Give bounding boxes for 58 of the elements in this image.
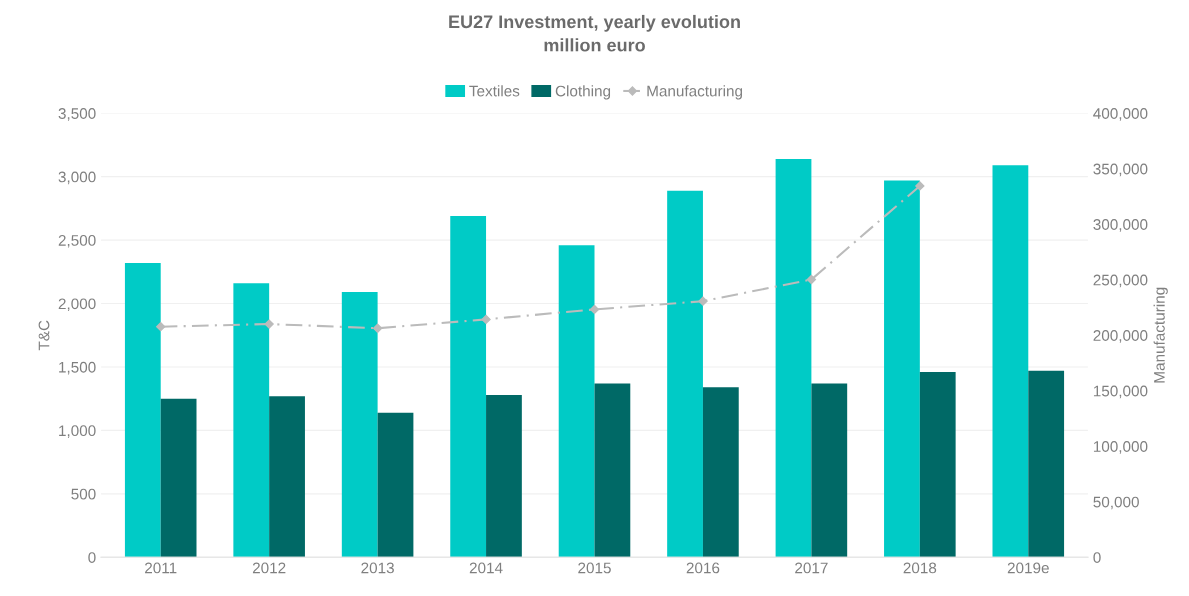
y-tick-label: 0: [88, 552, 96, 563]
bar: [667, 190, 703, 558]
x-tick-label: 2019e: [1007, 562, 1049, 574]
bar: [486, 394, 522, 558]
y-axis-title: T&C: [38, 320, 50, 351]
point: [915, 181, 925, 191]
y-tick-label: 2,000: [58, 298, 96, 312]
y2-tick-label: 300,000: [1093, 219, 1148, 232]
y2-tick-label: 250,000: [1093, 274, 1148, 288]
point: [698, 296, 708, 306]
x-tick-label: 2016: [686, 562, 720, 574]
bar: [775, 158, 812, 558]
y2-tick-label: 50,000: [1093, 496, 1139, 510]
bar: [884, 180, 920, 558]
point: [806, 274, 817, 285]
y2-tick-label: 200,000: [1093, 330, 1148, 343]
x-tick-label: 2017: [795, 562, 828, 574]
bar: [1028, 370, 1065, 558]
bar: [377, 412, 414, 558]
x-tick-label: 2018: [903, 562, 937, 574]
point: [264, 319, 274, 329]
point: [481, 314, 491, 324]
y-tick-label: 3,000: [58, 171, 96, 185]
x-tick-label: 2014: [469, 562, 503, 574]
y2-tick-label: 400,000: [1093, 108, 1148, 121]
bar: [124, 262, 161, 558]
legend-label: Clothing: [555, 85, 611, 100]
y2-axis-title: Manufacturing: [1153, 287, 1168, 383]
bar: [233, 283, 270, 558]
bar: [558, 245, 595, 558]
point: [589, 304, 600, 315]
y2-tick-label: 150,000: [1093, 385, 1148, 399]
legend-label: Textiles: [469, 85, 520, 97]
bar: [992, 165, 1029, 558]
x-tick-label: 2012: [252, 562, 286, 574]
y-tick-label: 1,500: [59, 361, 96, 375]
bar: [594, 383, 631, 558]
bar: [160, 398, 197, 558]
bar: [269, 396, 305, 558]
x-tick-label: 2015: [578, 562, 611, 574]
chart-title: EU27 Investment, yearly evolution million euro: [449, 14, 740, 52]
y2-tick-label: 350,000: [1093, 163, 1148, 177]
y-tick-label: 1,000: [59, 425, 96, 438]
legend-label: Manufacturing: [647, 85, 743, 100]
bar: [702, 387, 739, 558]
bar: [811, 383, 848, 558]
x-tick-label: 2013: [361, 562, 394, 574]
y-tick-label: 3,500: [58, 108, 96, 121]
point: [156, 322, 166, 332]
y2-tick-label: 100,000: [1093, 441, 1148, 454]
x-tick-label: 2011: [145, 562, 177, 574]
y-tick-label: 2,500: [58, 234, 96, 248]
y-tick-label: 500: [71, 488, 96, 500]
bar: [341, 292, 378, 558]
point: [372, 323, 383, 333]
bar: [450, 216, 487, 558]
bar: [919, 372, 956, 558]
y2-tick-label: 0: [1093, 552, 1101, 563]
